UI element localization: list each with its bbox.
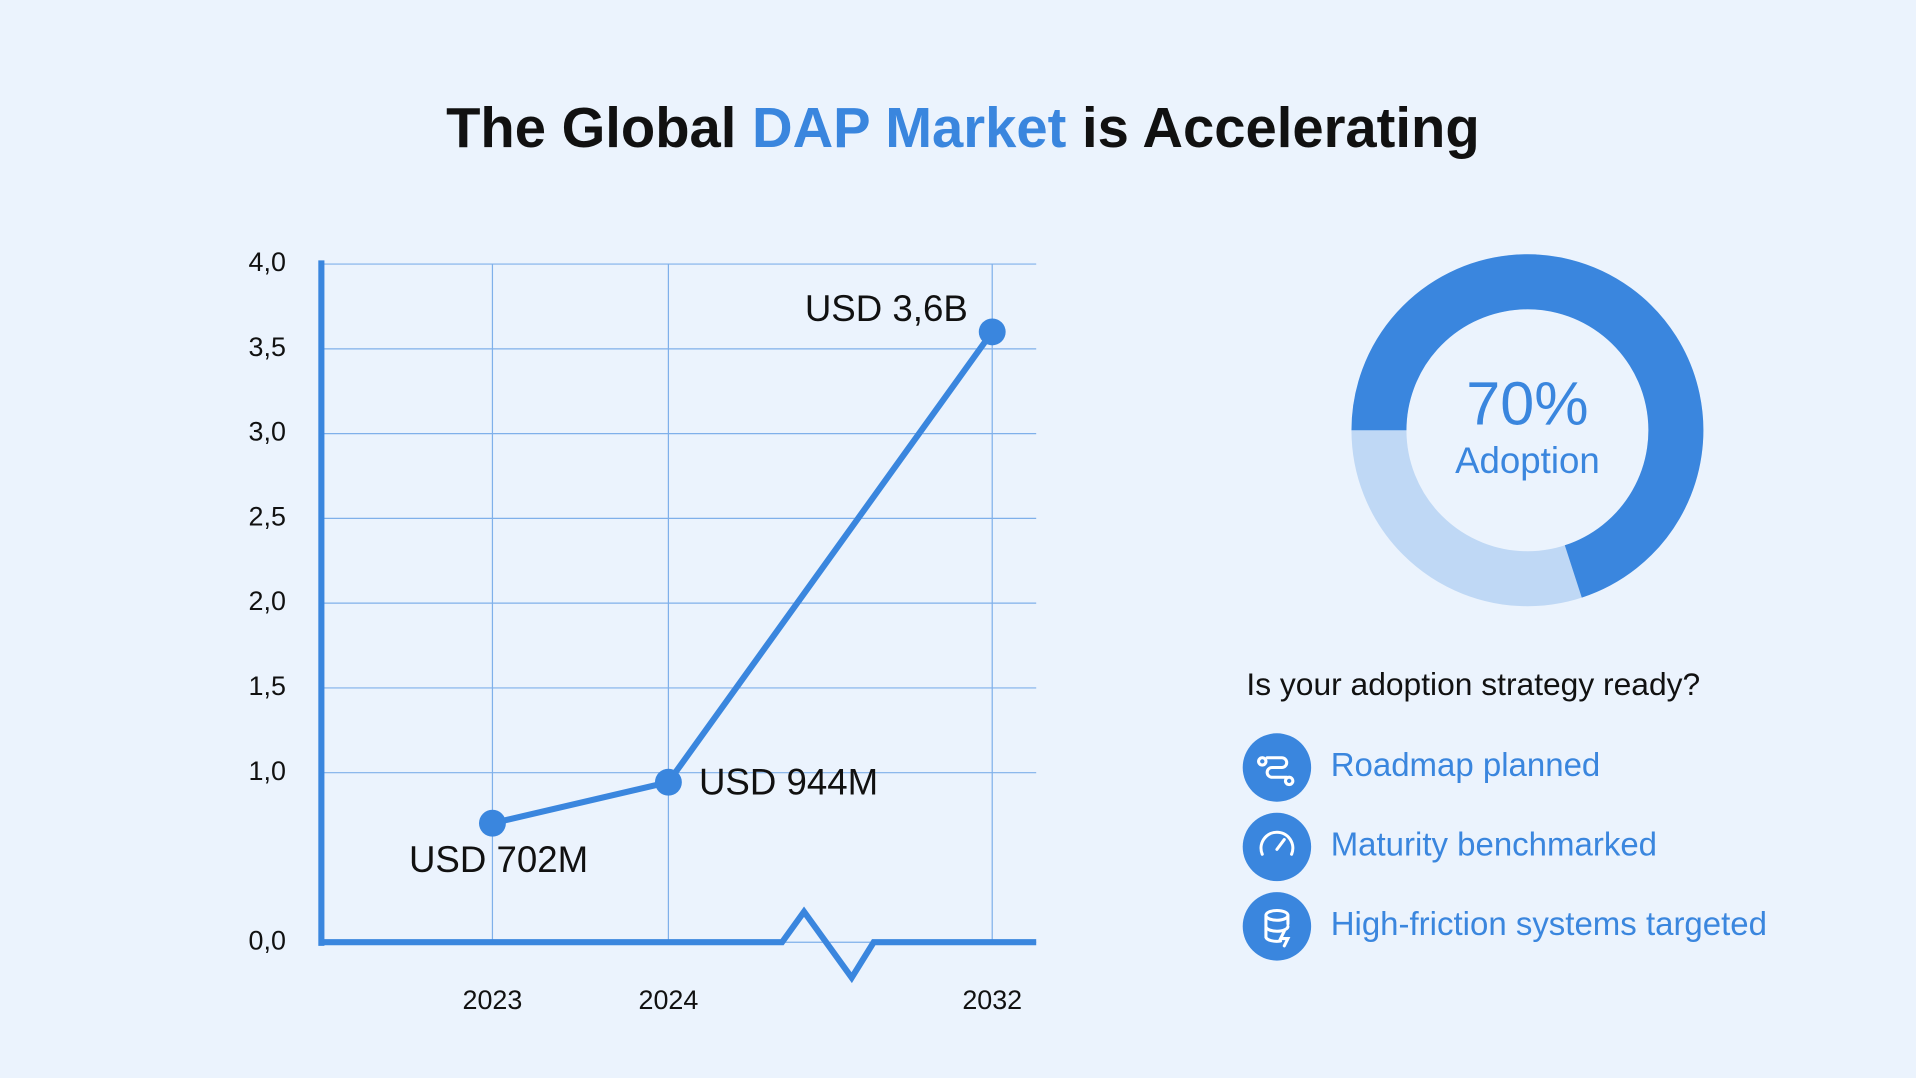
- y-tick-label: 3,0: [249, 417, 286, 447]
- question: Is your adoption strategy ready?: [1246, 666, 1700, 702]
- y-tick-label: 3,5: [249, 332, 286, 362]
- data-label: USD 702M: [409, 839, 588, 880]
- y-tick-label: 0,0: [249, 925, 286, 955]
- donut-caption: Adoption: [1455, 440, 1600, 481]
- item-icon: [1257, 756, 1295, 787]
- x-axis: [321, 906, 1037, 984]
- point: [978, 318, 1006, 346]
- line-chart: 0,0 1,0 1,5 2,0 2,5 3,0 3,5 4,0 2023 2024 2032 USD …: [249, 247, 1037, 1015]
- item-label: Maturity benchmarked: [1331, 826, 1657, 863]
- title-part: The Global: [446, 96, 752, 159]
- x-tick-label: 2024: [639, 985, 699, 1015]
- item-icon: [1264, 908, 1291, 948]
- title-part: is Accelerating: [1066, 96, 1479, 159]
- item-label: Roadmap planned: [1331, 746, 1601, 783]
- page-title: The Global DAP Market is Accelerating: [446, 96, 1480, 159]
- y-tick-label: 1,0: [249, 756, 286, 786]
- data-label: USD 3,6B: [805, 288, 968, 329]
- point: [654, 768, 682, 796]
- y-tick-label: 4,0: [249, 247, 286, 277]
- title-highlight: DAP Market: [752, 96, 1067, 159]
- data-label: USD 944M: [699, 761, 878, 802]
- y-tick-label: 1,5: [249, 671, 286, 701]
- donut-segment: [1351, 254, 1704, 598]
- y-tick-label: 2,0: [249, 586, 286, 616]
- item-icon: [1259, 830, 1295, 856]
- donut-value: 70%: [1466, 369, 1588, 437]
- point: [479, 809, 506, 837]
- x-tick-label: 2023: [463, 985, 523, 1015]
- item-label: High-friction systems targeted: [1331, 905, 1767, 942]
- sidebar: Is your adoption strategy ready? Roadmap…: [1242, 666, 1767, 961]
- donut-chart: 70%Adoption: [1351, 254, 1704, 607]
- x-tick-label: 2032: [962, 985, 1022, 1015]
- item-icon-bg: [1242, 892, 1312, 961]
- y-tick-label: 2,5: [249, 501, 286, 531]
